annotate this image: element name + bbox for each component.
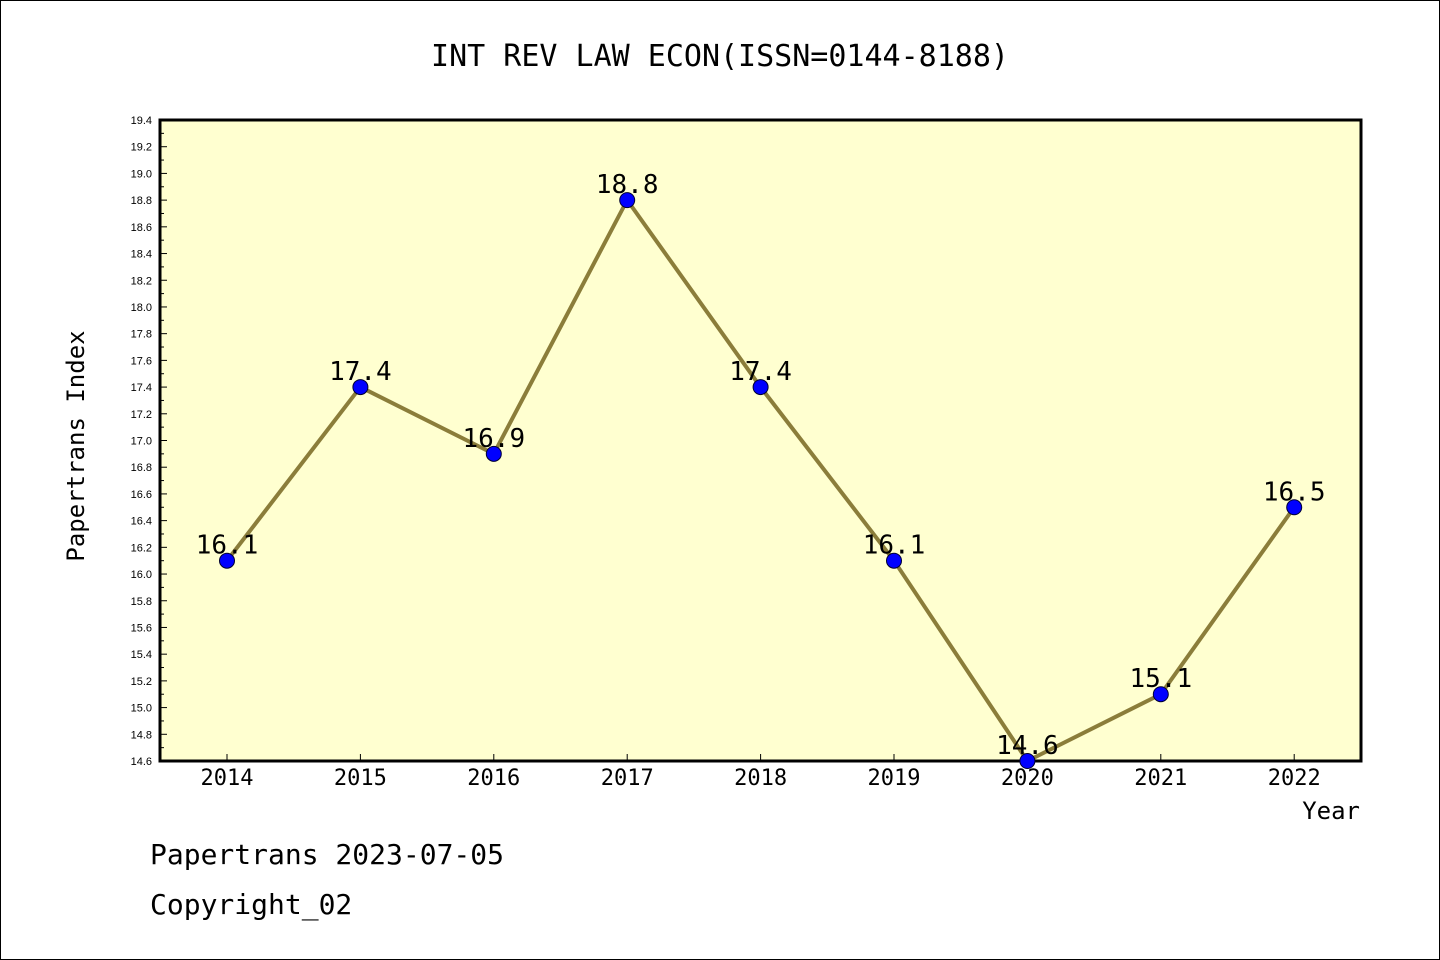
y-tick-label: 19.4 [131,115,152,127]
y-tick-label: 18.8 [131,195,152,207]
data-label: 16.5 [1263,477,1326,507]
x-tick-label: 2017 [601,766,654,791]
data-point [619,192,636,209]
data-point [886,552,902,569]
data-label: 16.1 [196,531,259,561]
data-point [352,379,369,396]
x-axis-label: Year [1302,797,1360,825]
chart-title: INT REV LAW ECON(ISSN=0144-8188) [431,39,1009,74]
y-tick-label: 16.8 [131,462,152,474]
y-tick-label: 18.4 [131,249,152,261]
y-tick-label: 14.8 [131,729,152,741]
y-tick-label: 17.6 [131,355,152,367]
x-tick-label: 2021 [1134,766,1187,791]
y-tick-label: 17.4 [131,382,152,394]
y-tick-label: 16.0 [131,569,152,581]
y-tick-label: 15.8 [131,596,152,608]
x-tick-label: 2019 [868,766,921,791]
data-point [752,379,769,396]
y-tick-label: 19.2 [131,142,152,154]
data-labels: 16.1 17.4 16.9 18.8 17.4 16.1 14.6 15.1 16.5 [196,170,1326,761]
y-tick-label: 18.2 [131,275,152,287]
data-point [1019,753,1036,769]
y-tick-label: 18.6 [131,222,152,234]
data-point [1152,686,1169,703]
y-tick-label: 19.0 [131,168,152,180]
y-tick-label: 18.0 [131,302,152,314]
y-tick-label: 16.2 [131,542,152,554]
x-tick-label: 2016 [467,766,520,791]
y-tick-label: 17.0 [131,436,152,448]
data-label: 17.4 [329,357,392,387]
y-tick-label: 15.2 [131,676,152,688]
y-tick-label: 15.4 [131,649,152,661]
plot-area [158,118,1363,763]
data-point [485,445,502,462]
y-tick-label: 16.6 [131,489,152,501]
y-tick-label: 15.0 [131,703,152,715]
x-tick-label: 2018 [734,766,787,791]
y-tick-label: 17.8 [131,329,152,341]
x-axis: 2014 2015 2016 2017 2018 2019 2020 2021 2022 [201,754,1321,791]
footer-date: Papertrans 2023-07-05 [150,838,504,871]
x-tick-label: 2020 [1001,766,1054,791]
footer-copyright: Copyright_02 [150,888,352,922]
x-tick-label: 2014 [201,766,254,791]
y-axis: 14.6 14.8 15.0 15.2 15.4 15.6 15.8 16.0 16.2 16.4… [131,115,167,768]
data-label: 16.1 [863,531,926,561]
data-label: 17.4 [729,357,792,387]
data-label: 16.9 [462,424,525,454]
data-label: 14.6 [996,731,1059,761]
x-tick-label: 2022 [1268,766,1321,791]
y-tick-label: 14.6 [131,756,152,768]
y-tick-label: 16.4 [131,516,152,528]
x-tick-label: 2015 [334,766,387,791]
data-point [219,552,235,569]
data-point [1286,499,1303,516]
y-tick-label: 15.6 [131,622,152,634]
data-label: 18.8 [596,170,659,200]
data-label: 15.1 [1129,664,1192,694]
y-axis-label: Papertrans Index [62,330,90,561]
data-markers [219,192,1303,769]
y-tick-label: 17.2 [131,409,152,421]
